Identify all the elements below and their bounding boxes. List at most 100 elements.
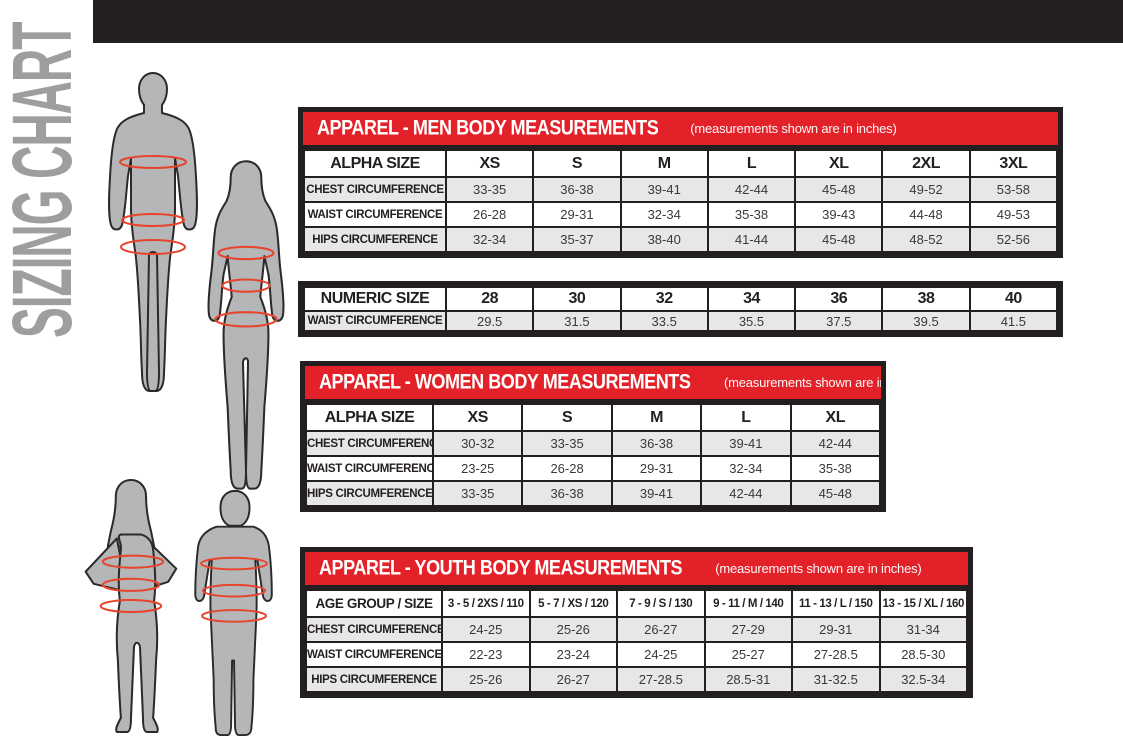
measurement-value-cell: 27-28.5 xyxy=(616,666,706,693)
men-numeric-size-table: NUMERIC SIZE 28 30 32 34 36 38 40 WAIST CIRCUMFE… xyxy=(298,281,1063,337)
woman-body-shape xyxy=(207,160,285,490)
table-header-row: ALPHA SIZE XS S M L XL xyxy=(305,403,882,432)
measurement-value-cell: 33-35 xyxy=(521,430,613,457)
size-value-header-cell: XS xyxy=(444,149,535,178)
measurement-value-cell: 39-41 xyxy=(619,176,709,203)
measurement-value-cell: 49-52 xyxy=(881,176,971,203)
measurement-label-cell: HIPS CIRCUMFERENCE xyxy=(305,480,434,507)
measurement-value-cell: 32.5-34 xyxy=(878,666,968,693)
size-value-header-cell: 28 xyxy=(444,286,535,312)
girl-hips-measurement-ellipse xyxy=(99,598,163,614)
boy-hips-measurement-ellipse xyxy=(201,609,267,623)
measurement-value-cell: 48-52 xyxy=(881,226,971,253)
table-data-row: WAIST CIRCUMFERENCE 23-25 26-28 29-31 32-34 3… xyxy=(305,455,882,482)
size-value-header-cell: 3XL xyxy=(968,149,1059,178)
table-data-row: HIPS CIRCUMFERENCE 32-34 35-37 38-40 41-44 45… xyxy=(303,226,1059,253)
measurement-value-cell: 39-41 xyxy=(700,430,792,457)
size-value-header-cell: 3 - 5 / 2XS / 110 xyxy=(441,589,531,618)
measurement-label-cell: WAIST CIRCUMFERENCE xyxy=(303,201,447,228)
measurement-value-cell: 27-28.5 xyxy=(791,641,881,668)
measurement-value-cell: 41.5 xyxy=(968,310,1059,332)
measurement-value-cell: 42-44 xyxy=(789,430,882,457)
size-value-header-cell: 30 xyxy=(532,286,622,312)
size-type-header-cell: AGE GROUP / SIZE xyxy=(305,589,443,618)
size-value-header-cell: M xyxy=(619,149,709,178)
measurement-value-cell: 33-35 xyxy=(444,176,535,203)
table-header-row: AGE GROUP / SIZE 3 - 5 / 2XS / 110 5 - 7 /… xyxy=(305,589,968,618)
measurement-value-cell: 39-41 xyxy=(610,480,703,507)
table-data-row: CHEST CIRCUMFERENCE 24-25 25-26 26-27 27-29 2… xyxy=(305,616,968,643)
size-value-header-cell: 2XL xyxy=(881,149,971,178)
measurement-value-cell: 30-32 xyxy=(431,430,524,457)
measurement-value-cell: 36-38 xyxy=(532,176,622,203)
size-value-header-cell: 32 xyxy=(619,286,709,312)
size-value-header-cell: 36 xyxy=(794,286,884,312)
measurement-label-cell: CHEST CIRCUMFERENCE xyxy=(303,176,447,203)
measurement-value-cell: 32-34 xyxy=(619,201,709,228)
men-table-title: APPAREL - MEN BODY MEASUREMENTS xyxy=(317,116,659,140)
measurement-value-cell: 27-29 xyxy=(703,616,793,643)
measurement-label-cell: CHEST CIRCUMFERENCE xyxy=(305,616,443,643)
measurement-label-cell: CHEST CIRCUMFERENCE xyxy=(305,430,434,457)
measurement-value-cell: 32-34 xyxy=(444,226,535,253)
boy-silhouette xyxy=(194,489,273,737)
measurement-value-cell: 35-38 xyxy=(706,201,797,228)
size-value-header-cell: S xyxy=(521,403,613,432)
measurement-value-cell: 26-27 xyxy=(528,666,618,693)
measurement-value-cell: 35.5 xyxy=(706,310,797,332)
youth-table-subtitle: (measurements shown are in inches) xyxy=(715,561,922,576)
measurement-value-cell: 25-26 xyxy=(441,666,531,693)
size-value-header-cell: 11 - 13 / L / 150 xyxy=(791,589,881,618)
measurement-value-cell: 29.5 xyxy=(444,310,535,332)
measurement-value-cell: 29-31 xyxy=(791,616,881,643)
table-data-row: WAIST CIRCUMFERENCE 26-28 29-31 32-34 35-38 3… xyxy=(303,201,1059,228)
women-measurements-table: APPAREL - WOMEN BODY MEASUREMENTS (measu… xyxy=(300,361,886,512)
men-table-title-bar: APPAREL - MEN BODY MEASUREMENTS (measure… xyxy=(303,112,1058,149)
man-body-shape xyxy=(108,72,198,392)
measurement-value-cell: 23-25 xyxy=(431,455,524,482)
girl-waist-measurement-ellipse xyxy=(101,577,161,592)
youth-table-title: APPAREL - YOUTH BODY MEASUREMENTS xyxy=(319,556,683,580)
measurement-value-cell: 25-26 xyxy=(528,616,618,643)
measurement-value-cell: 38-40 xyxy=(619,226,709,253)
measurement-value-cell: 31-32.5 xyxy=(791,666,881,693)
size-value-header-cell: 34 xyxy=(706,286,797,312)
girl-torso-legs-shape xyxy=(115,533,159,733)
men-table-subtitle: (measurements shown are in inches) xyxy=(690,121,897,136)
table-header-row: NUMERIC SIZE 28 30 32 34 36 38 40 xyxy=(303,286,1059,312)
girl-silhouette xyxy=(84,479,178,733)
men-size-grid: ALPHA SIZE XS S M L XL 2XL 3XL CHEST CIRCUMFEREN… xyxy=(303,149,1059,253)
measurement-value-cell: 41-44 xyxy=(706,226,797,253)
measurement-label-cell: HIPS CIRCUMFERENCE xyxy=(305,666,443,693)
girl-measurement-lines xyxy=(99,554,165,614)
measurement-value-cell: 29-31 xyxy=(532,201,622,228)
size-type-header-cell: ALPHA SIZE xyxy=(305,403,434,432)
women-table-title-bar: APPAREL - WOMEN BODY MEASUREMENTS (measu… xyxy=(305,366,881,403)
man-silhouette xyxy=(108,72,198,392)
measurement-value-cell: 37.5 xyxy=(794,310,884,332)
measurement-value-cell: 45-48 xyxy=(794,176,884,203)
man-hips-measurement-ellipse xyxy=(120,239,186,255)
youth-size-grid: AGE GROUP / SIZE 3 - 5 / 2XS / 110 5 - 7 /… xyxy=(305,589,968,693)
measurement-value-cell: 31.5 xyxy=(532,310,622,332)
measurement-value-cell: 36-38 xyxy=(521,480,613,507)
measurement-value-cell: 45-48 xyxy=(794,226,884,253)
measurement-value-cell: 33-35 xyxy=(431,480,524,507)
measurement-value-cell: 44-48 xyxy=(881,201,971,228)
woman-waist-measurement-ellipse xyxy=(221,278,271,293)
measurement-value-cell: 39-43 xyxy=(794,201,884,228)
measurement-value-cell: 42-44 xyxy=(700,480,792,507)
women-table-title: APPAREL - WOMEN BODY MEASUREMENTS xyxy=(319,370,691,394)
table-data-row: CHEST CIRCUMFERENCE 33-35 36-38 39-41 42-44 4… xyxy=(303,176,1059,203)
man-chest-measurement-ellipse xyxy=(119,155,187,169)
page-title-text: SIZING CHART xyxy=(0,22,89,338)
measurement-value-cell: 24-25 xyxy=(616,641,706,668)
boy-head-shape xyxy=(219,489,251,527)
size-value-header-cell: L xyxy=(700,403,792,432)
size-value-header-cell: 13 - 15 / XL / 160 xyxy=(878,589,968,618)
measurement-label-cell: WAIST CIRCUMFERENCE xyxy=(305,455,434,482)
measurement-value-cell: 25-27 xyxy=(703,641,793,668)
size-value-header-cell: S xyxy=(532,149,622,178)
size-value-header-cell: 9 - 11 / M / 140 xyxy=(703,589,793,618)
